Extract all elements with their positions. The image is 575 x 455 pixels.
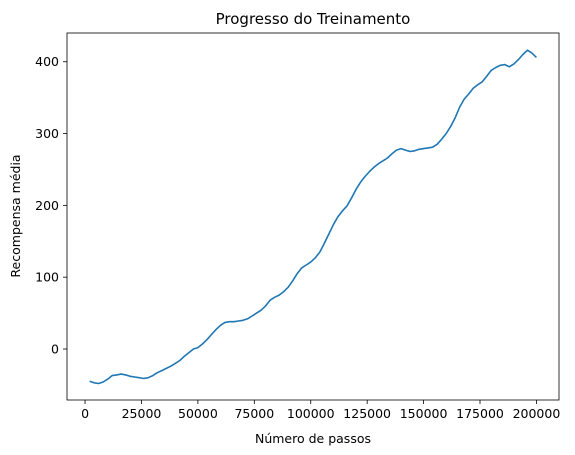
y-axis-label: Recompensa média: [8, 154, 23, 277]
y-tick-label: 300: [35, 126, 59, 141]
x-tick-label: 150000: [400, 406, 448, 421]
y-tick-label: 100: [35, 270, 59, 285]
x-tick-label: 100000: [287, 406, 335, 421]
chart-title: Progresso do Treinamento: [216, 10, 411, 28]
y-tick-label: 0: [51, 342, 59, 357]
y-tick-label: 200: [35, 198, 59, 213]
x-tick-label: 75000: [234, 406, 274, 421]
x-axis-label: Número de passos: [255, 431, 371, 446]
x-tick-label: 200000: [513, 406, 561, 421]
x-tick-label: 125000: [343, 406, 391, 421]
x-tick-label: 175000: [456, 406, 504, 421]
x-tick-label: 50000: [178, 406, 218, 421]
y-tick-label: 400: [35, 54, 59, 69]
x-tick-label: 0: [81, 406, 89, 421]
x-tick-label: 25000: [122, 406, 162, 421]
